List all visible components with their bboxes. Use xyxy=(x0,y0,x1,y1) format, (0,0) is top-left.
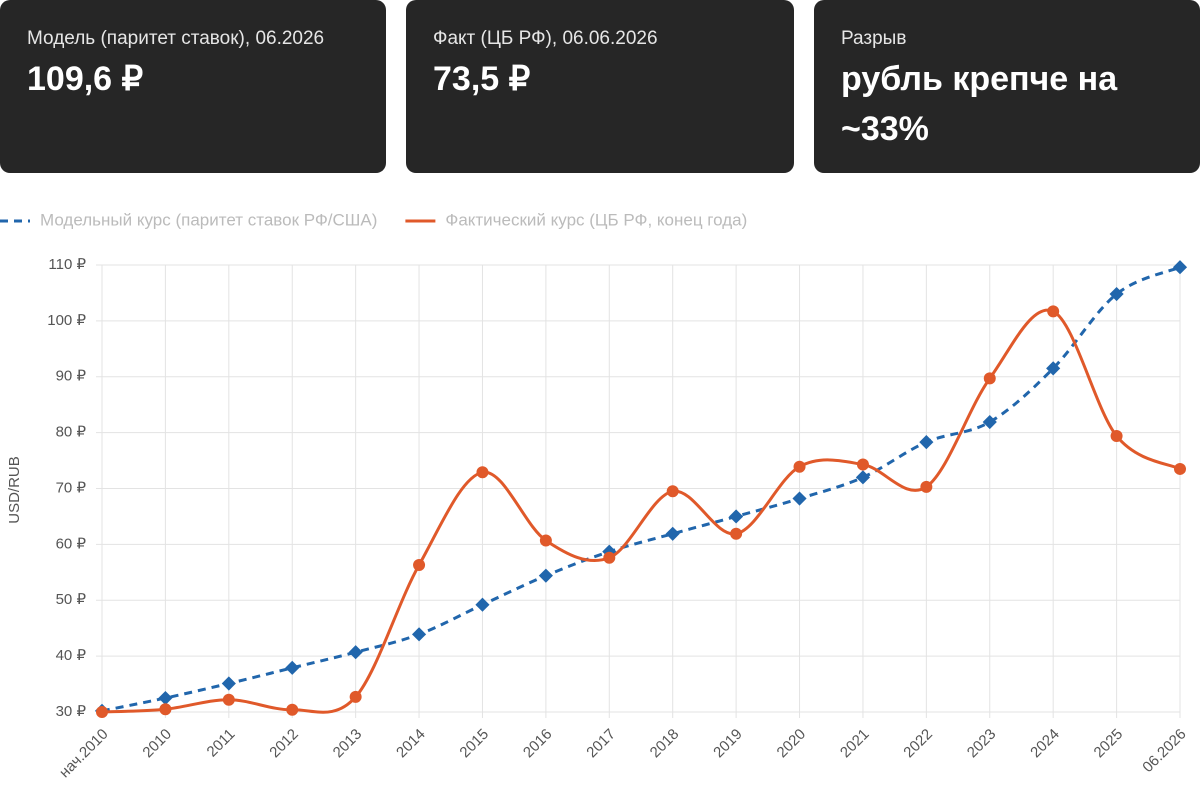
point xyxy=(475,597,490,612)
point xyxy=(348,645,363,660)
y-tick-label: 40 ₽ xyxy=(56,647,87,664)
card: Разрыв рубль крепче на ~33% xyxy=(814,0,1200,173)
point xyxy=(158,690,173,706)
card-value: 73,5 ₽ xyxy=(433,60,531,98)
point xyxy=(666,485,679,498)
x-tick-label: 2011 xyxy=(204,726,239,761)
point xyxy=(983,372,996,385)
point xyxy=(221,676,236,691)
point xyxy=(602,544,617,559)
point xyxy=(96,706,108,718)
x-tick-label: 2016 xyxy=(520,726,556,762)
point xyxy=(665,526,680,541)
point xyxy=(982,414,997,430)
card: Модель (паритет ставок), 06.2026 109,6 ₽ xyxy=(0,0,386,173)
y-tick-label: 30 ₽ xyxy=(56,703,87,720)
point xyxy=(919,435,934,450)
series-line xyxy=(101,265,1181,713)
x-tick-label: 2023 xyxy=(964,726,1000,762)
point xyxy=(538,568,553,583)
point xyxy=(1110,429,1123,442)
point xyxy=(539,534,552,547)
x-tick-label: 2017 xyxy=(583,726,619,762)
y-tick-label: 110 ₽ xyxy=(48,256,86,273)
point xyxy=(222,693,235,706)
point xyxy=(729,509,744,524)
x-tick-label: 2022 xyxy=(900,726,936,762)
point xyxy=(1109,286,1124,302)
y-tick-label: 80 ₽ xyxy=(56,424,87,441)
x-tick-label: 2021 xyxy=(837,726,873,762)
card-value: 109,6 ₽ xyxy=(27,60,144,98)
point xyxy=(1172,260,1188,275)
point xyxy=(94,703,110,718)
x-tick-label: 2012 xyxy=(266,726,302,762)
card-value: рубль крепче на ~33% xyxy=(841,60,1118,148)
point xyxy=(920,480,933,493)
x-tick-label: нач.2010 xyxy=(56,726,112,782)
x-tick-label: 2013 xyxy=(330,726,366,762)
y-tick-label: 70 ₽ xyxy=(56,479,87,496)
point xyxy=(286,703,299,716)
point xyxy=(411,627,427,642)
point xyxy=(159,703,172,716)
x-tick-label: 2019 xyxy=(710,726,746,762)
point xyxy=(285,660,300,675)
y-tick-label: 100 ₽ xyxy=(47,312,86,329)
point xyxy=(349,690,362,703)
x-tick-label: 2025 xyxy=(1091,726,1127,762)
x-tick-label: 2020 xyxy=(774,726,810,762)
point xyxy=(1047,305,1060,318)
point xyxy=(793,460,806,473)
x-tick-label: 06.2026 xyxy=(1139,726,1189,776)
x-tick-label: 2024 xyxy=(1027,726,1063,762)
x-tick-label: 2014 xyxy=(393,726,429,762)
point xyxy=(603,551,616,564)
card-label: Факт (ЦБ РФ), 06.06.2026 xyxy=(433,28,658,49)
y-axis-title: USD/RUB xyxy=(6,456,23,524)
card-label: Модель (паритет ставок), 06.2026 xyxy=(27,28,325,49)
x-tick-label: 2018 xyxy=(647,726,683,762)
y-tick-label: 60 ₽ xyxy=(56,535,87,552)
y-tick-label: 90 ₽ xyxy=(56,368,87,385)
point xyxy=(855,470,871,485)
point xyxy=(730,527,743,540)
point xyxy=(1046,361,1061,376)
point xyxy=(856,458,869,471)
point xyxy=(792,491,807,506)
point xyxy=(413,559,426,572)
card: Факт (ЦБ РФ), 06.06.2026 73,5 ₽ xyxy=(406,0,794,173)
legend-label: Фактический курс (ЦБ РФ, конец года) xyxy=(445,210,747,229)
card-label: Разрыв xyxy=(841,28,907,49)
x-tick-label: 2015 xyxy=(456,726,492,762)
legend-label: Модельный курс (паритет ставок РФ/США) xyxy=(40,210,377,229)
point xyxy=(1174,462,1186,475)
series-line xyxy=(101,308,1181,714)
x-tick-label: 2010 xyxy=(139,726,175,762)
point xyxy=(476,466,489,479)
y-tick-label: 50 ₽ xyxy=(56,591,87,608)
